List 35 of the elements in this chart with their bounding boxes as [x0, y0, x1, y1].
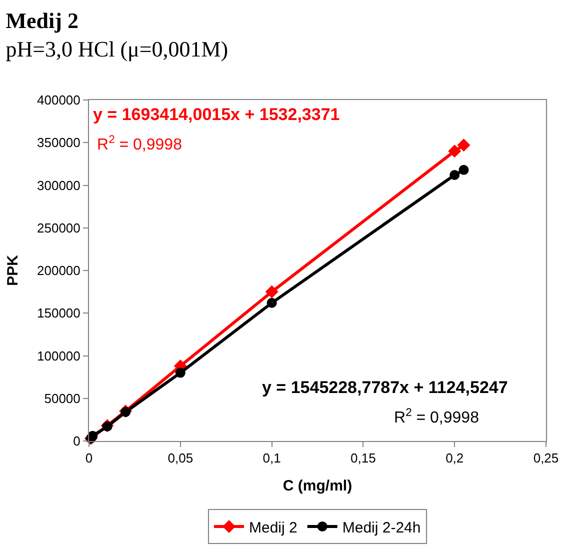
- annotation: y = 1545228,7787x + 1124,5247: [262, 378, 508, 397]
- annotation: R$^{2}$ = 0,9998: [394, 407, 480, 427]
- point: [175, 368, 186, 378]
- legend-label: Medij 2: [249, 519, 298, 536]
- y-tick-label: 400000: [37, 92, 80, 108]
- point: [88, 430, 98, 441]
- annotation: R$^{2}$ = 0,9998: [97, 134, 182, 154]
- x-tick-label: 0: [85, 450, 93, 466]
- y-tick-label: 50000: [44, 390, 80, 406]
- point: [265, 285, 278, 298]
- point: [458, 164, 469, 175]
- y-tick-label: 100000: [37, 348, 80, 364]
- annotation: y = 1693414,0015x + 1532,3371: [93, 105, 340, 124]
- y-tick-label: 300000: [37, 178, 80, 193]
- point: [448, 144, 462, 158]
- y-axis-title: PPK: [4, 254, 22, 286]
- x-tick-label: 0,15: [350, 450, 376, 466]
- y-tick-label: 250000: [37, 220, 80, 236]
- point: [450, 170, 460, 180]
- point: [120, 407, 131, 418]
- x-tick-label: 0,1: [262, 450, 281, 466]
- point: [102, 422, 112, 432]
- y-tick-label: 150000: [37, 306, 80, 321]
- point: [266, 298, 277, 308]
- x-tick-label: 0,05: [168, 450, 194, 466]
- y-tick-label: 350000: [37, 135, 80, 150]
- point: [457, 138, 470, 152]
- x-tick-label: 0,25: [533, 450, 559, 466]
- legend-label: Medij 2-24h: [342, 519, 421, 536]
- chart-title: Medij 2: [6, 8, 78, 33]
- y-tick-label: 200000: [37, 263, 80, 278]
- x-tick-label: 0,2: [446, 450, 464, 466]
- y-tick-label: 0: [73, 434, 80, 449]
- chart-subtitle: pH=3,0 HCl (μ=0,001M): [6, 36, 228, 62]
- x-axis-title: C (mg/ml): [282, 478, 352, 495]
